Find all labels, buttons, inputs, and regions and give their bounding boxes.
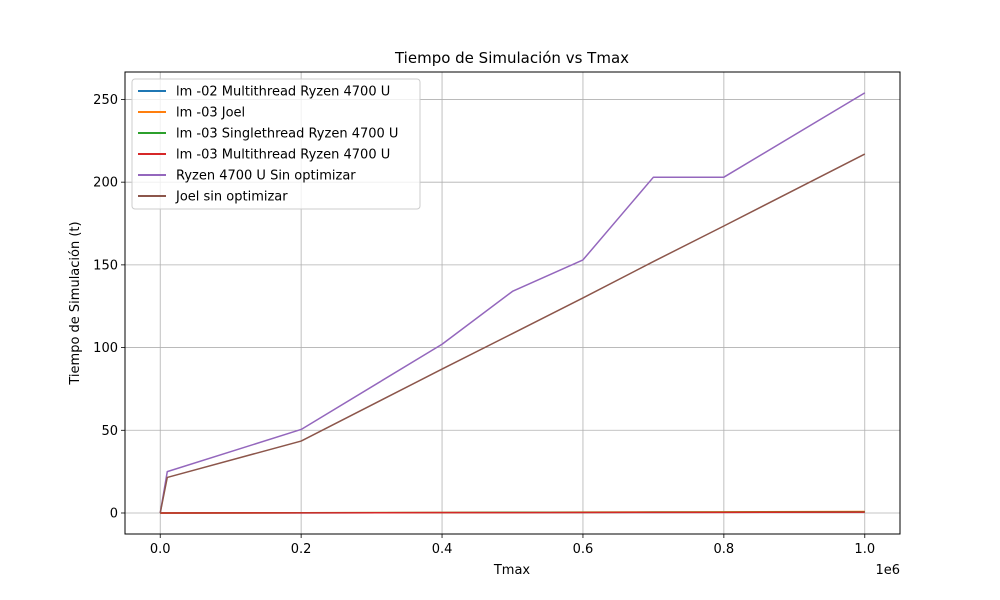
x-axis-label: Tmax (493, 563, 531, 578)
x-tick-label: 0.0 (150, 542, 171, 557)
legend-label: Ryzen 4700 U Sin optimizar (176, 169, 356, 184)
y-axis-label: Tiempo de Simulación (t) (68, 221, 83, 385)
x-axis-offset-text: 1e6 (875, 563, 900, 578)
plot-series (159, 92, 866, 514)
chart-title: Tiempo de Simulación vs Tmax (394, 49, 629, 67)
legend-label: lm -03 Multithread Ryzen 4700 U (176, 148, 390, 163)
y-tick-label: 150 (93, 258, 118, 273)
legend-label: Joel sin optimizar (175, 190, 288, 205)
plot-frame (124, 71, 901, 535)
axis-ticks: 0.0 0.2 0.4 0.6 0.8 1.0 0 50 100 150 200 250 (93, 93, 875, 557)
series-line (159, 92, 866, 514)
y-tick-label: 100 (93, 341, 118, 356)
x-tick-label: 0.6 (573, 542, 594, 557)
y-tick-label: 0 (110, 506, 118, 521)
y-tick-label: 250 (93, 93, 118, 108)
x-tick-label: 0.8 (714, 542, 735, 557)
x-tick-label: 0.4 (432, 542, 453, 557)
legend-label: lm -02 Multithread Ryzen 4700 U (176, 85, 390, 100)
series-line (160, 511, 865, 514)
legend: lm -02 Multithread Ryzen 4700 U lm -03 Jo… (131, 78, 421, 210)
y-tick-label: 200 (93, 176, 118, 191)
legend-label: lm -03 Joel (176, 106, 245, 121)
y-tick-label: 50 (101, 424, 118, 439)
legend-items: lm -02 Multithread Ryzen 4700 U lm -03 Jo… (138, 85, 398, 205)
x-tick-label: 1.0 (854, 542, 875, 557)
legend-box (131, 78, 421, 210)
x-tick-label: 0.2 (291, 542, 312, 557)
legend-label: lm -03 Singlethread Ryzen 4700 U (176, 127, 398, 142)
series-line (159, 153, 866, 514)
